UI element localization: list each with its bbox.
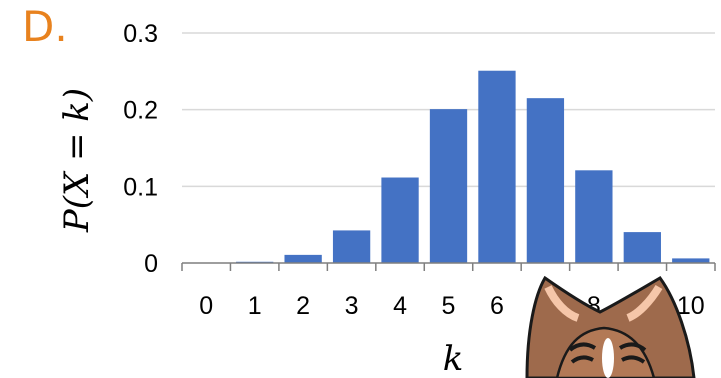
- y-tick-label: 0: [144, 250, 158, 278]
- x-tick-label: 4: [393, 292, 407, 320]
- x-tick-labels: 012345678910: [199, 292, 704, 320]
- x-tick-label: 2: [296, 292, 310, 320]
- bars: [187, 70, 710, 264]
- bar-k-8: [575, 170, 613, 263]
- x-tick-label: 0: [199, 292, 213, 320]
- option-letter: D.: [22, 2, 68, 51]
- bar-k-10: [672, 258, 710, 263]
- x-tick-label: 6: [490, 292, 504, 320]
- axes: [181, 262, 716, 271]
- bar-k-6: [478, 70, 516, 263]
- y-tick-labels: 0 0.1 0.2 0.3: [123, 20, 158, 278]
- x-tick-label: 10: [677, 292, 705, 320]
- x-tick-label: 5: [442, 292, 456, 320]
- y-tick-label: 0.1: [123, 173, 158, 201]
- y-tick-label: 0.3: [123, 20, 158, 48]
- bar-k-7: [526, 98, 565, 264]
- bar-k-4: [381, 177, 419, 263]
- y-axis-title: P(X = k): [57, 88, 97, 233]
- x-axis-title: k: [443, 339, 464, 378]
- bar-k-5: [429, 109, 468, 263]
- x-tick-label: 1: [248, 292, 262, 320]
- bar-k-2: [284, 254, 322, 263]
- y-tick-label: 0.2: [123, 97, 158, 125]
- bar-k-3: [332, 230, 371, 263]
- cat-mascot-icon: [525, 275, 696, 378]
- bar-k-9: [623, 232, 661, 263]
- x-tick-label: 3: [345, 292, 359, 320]
